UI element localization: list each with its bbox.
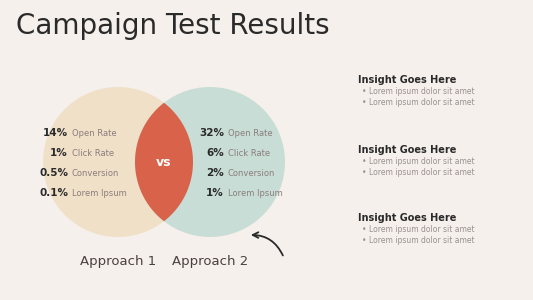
Text: •: • [362,225,367,234]
Text: Lorem ipsum dolor sit amet: Lorem ipsum dolor sit amet [369,236,474,245]
Circle shape [135,87,285,237]
Text: Insight Goes Here: Insight Goes Here [358,75,456,85]
Polygon shape [135,103,193,221]
Text: Lorem Ipsum: Lorem Ipsum [228,188,282,197]
Text: Lorem Ipsum: Lorem Ipsum [72,188,127,197]
Text: Open Rate: Open Rate [228,128,272,137]
Text: 6%: 6% [206,148,224,158]
Text: Lorem ipsum dolor sit amet: Lorem ipsum dolor sit amet [369,225,474,234]
Text: vs: vs [156,155,172,169]
Text: Approach 1: Approach 1 [80,256,156,268]
Text: Lorem ipsum dolor sit amet: Lorem ipsum dolor sit amet [369,157,474,166]
Text: Conversion: Conversion [72,169,119,178]
Text: Campaign Test Results: Campaign Test Results [16,12,329,40]
Text: 2%: 2% [206,168,224,178]
Text: •: • [362,98,367,107]
Text: Click Rate: Click Rate [228,148,270,158]
Text: 1%: 1% [206,188,224,198]
Text: Open Rate: Open Rate [72,128,117,137]
Text: Lorem ipsum dolor sit amet: Lorem ipsum dolor sit amet [369,168,474,177]
Text: Approach 2: Approach 2 [172,256,248,268]
Text: 32%: 32% [199,128,224,138]
Text: Lorem ipsum dolor sit amet: Lorem ipsum dolor sit amet [369,98,474,107]
Text: •: • [362,157,367,166]
Text: •: • [362,236,367,245]
Text: Conversion: Conversion [228,169,276,178]
Text: 0.5%: 0.5% [39,168,68,178]
Text: 0.1%: 0.1% [39,188,68,198]
Text: Click Rate: Click Rate [72,148,114,158]
Circle shape [43,87,193,237]
Text: Insight Goes Here: Insight Goes Here [358,213,456,223]
Text: 1%: 1% [50,148,68,158]
Text: Insight Goes Here: Insight Goes Here [358,145,456,155]
Text: Lorem ipsum dolor sit amet: Lorem ipsum dolor sit amet [369,87,474,96]
Text: •: • [362,168,367,177]
Text: •: • [362,87,367,96]
Text: 14%: 14% [43,128,68,138]
